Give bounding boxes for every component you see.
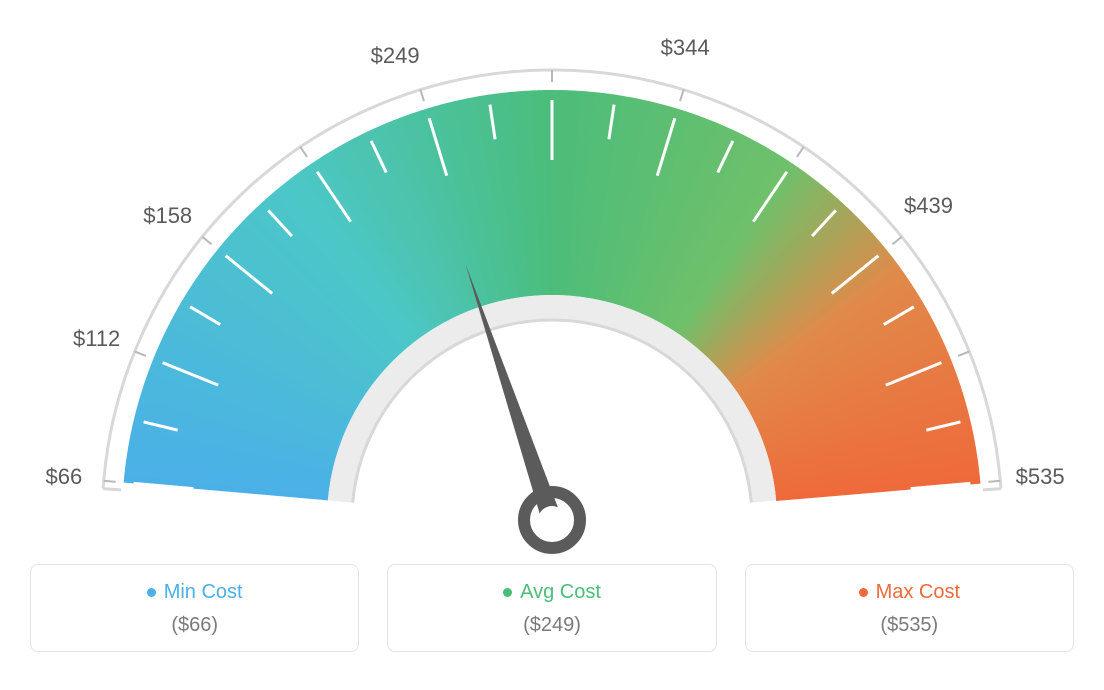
legend-dot-avg <box>503 588 512 597</box>
legend-value-max: ($535) <box>756 614 1063 637</box>
gauge-tick-label: $66 <box>46 464 83 490</box>
legend-card-avg: Avg Cost ($249) <box>387 564 716 652</box>
legend-title-min: Min Cost <box>147 581 243 604</box>
legend-value-min: ($66) <box>41 614 348 637</box>
legend-row: Min Cost ($66) Avg Cost ($249) Max Cost … <box>0 564 1104 662</box>
legend-title-max: Max Cost <box>859 581 960 604</box>
legend-card-max: Max Cost ($535) <box>745 564 1074 652</box>
gauge-tick-label: $249 <box>371 43 420 69</box>
gauge-tick-label: $344 <box>661 35 710 61</box>
gauge-tick-label: $158 <box>143 203 192 229</box>
legend-dot-min <box>147 588 156 597</box>
legend-card-min: Min Cost ($66) <box>30 564 359 652</box>
gauge-tick-label: $535 <box>1016 464 1065 490</box>
legend-dot-max <box>859 588 868 597</box>
legend-title-avg: Avg Cost <box>503 581 601 604</box>
legend-label-avg: Avg Cost <box>520 581 601 604</box>
legend-label-max: Max Cost <box>876 581 960 604</box>
legend-label-min: Min Cost <box>164 581 243 604</box>
gauge-tick-label: $439 <box>904 193 953 219</box>
cost-gauge: $66 $112 $158 $249 $344 $439 $535 <box>0 0 1104 560</box>
gauge-svg <box>0 0 1104 560</box>
legend-value-avg: ($249) <box>398 614 705 637</box>
gauge-tick-label: $112 <box>73 326 120 352</box>
